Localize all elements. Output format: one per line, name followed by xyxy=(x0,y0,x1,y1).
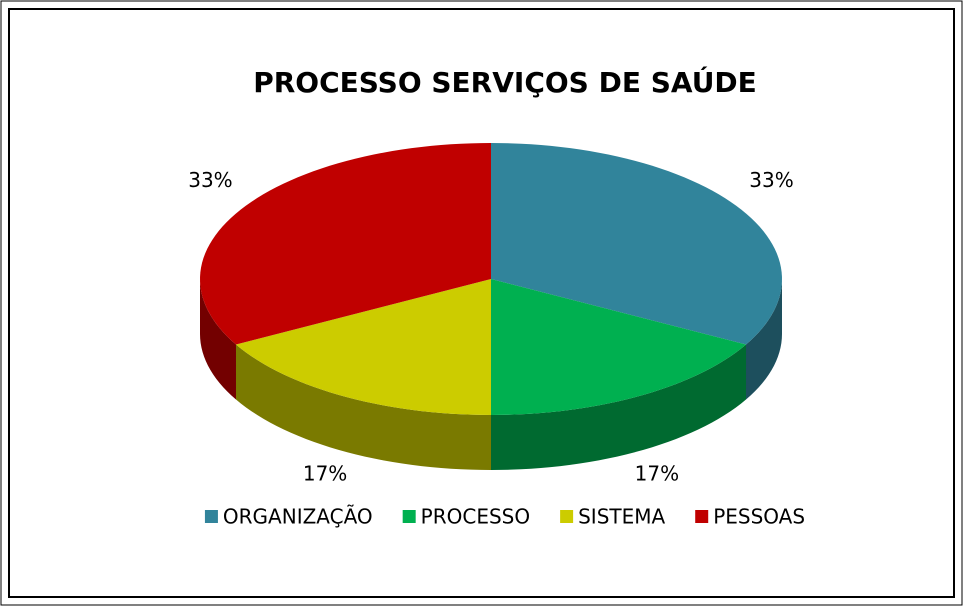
legend-label: PESSOAS xyxy=(713,505,805,529)
legend-swatch xyxy=(204,510,218,523)
pie-slice xyxy=(491,279,747,415)
legend-label: ORGANIZAÇÃO xyxy=(223,505,373,529)
chart-title: PROCESSO SERVIÇOS DE SAÚDE xyxy=(253,65,757,99)
pie-side xyxy=(235,344,491,470)
legend-label: PROCESSO xyxy=(421,505,530,529)
pie-side xyxy=(746,279,782,400)
data-label: 17% xyxy=(635,462,679,486)
legend-swatch xyxy=(402,510,416,523)
pie-side xyxy=(200,279,236,400)
legend-swatch xyxy=(695,510,709,523)
legend-label: SISTEMA xyxy=(578,505,665,529)
data-label: 33% xyxy=(188,168,232,192)
pie-slice xyxy=(491,143,782,345)
data-label: 17% xyxy=(303,462,347,486)
pie-side xyxy=(491,344,747,470)
pie-slice xyxy=(200,143,492,345)
legend-swatch xyxy=(560,510,574,523)
data-label: 33% xyxy=(749,168,793,192)
pie-slice xyxy=(235,279,491,415)
